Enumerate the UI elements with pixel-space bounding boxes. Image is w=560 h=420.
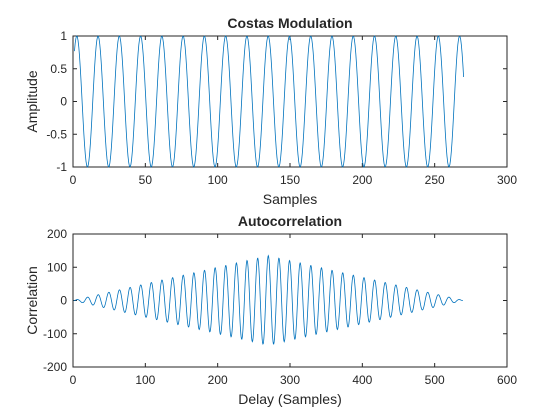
x-tick-label: 100	[208, 173, 228, 187]
plot-frame	[72, 233, 508, 368]
plot-frame	[72, 35, 508, 168]
y-tick-label: 100	[47, 260, 67, 274]
x-tick-label: 0	[70, 173, 77, 187]
y-axis-ticks: -1 -0.5 0 0.5 1	[46, 29, 507, 174]
y-tick-label: 0.5	[50, 62, 67, 76]
x-axis-label: Delay (Samples)	[238, 391, 341, 407]
x-tick-label: 500	[425, 373, 445, 387]
y-tick-label: -1	[56, 160, 67, 174]
x-axis-ticks: 0 100 200 300 400 500 600	[70, 234, 517, 387]
y-tick-label: -100	[43, 327, 67, 341]
y-axis-label: Correlation	[24, 266, 40, 334]
x-axis-label: Samples	[263, 191, 317, 207]
x-tick-label: 200	[352, 173, 372, 187]
x-tick-label: 0	[70, 373, 77, 387]
autocorrelation-plot: 0 100 200 300 400 500 600 -200 -100 0 100 200 Auto…	[24, 213, 517, 407]
y-tick-label: -200	[43, 360, 67, 374]
plot-title: Costas Modulation	[227, 15, 352, 31]
y-tick-label: 200	[47, 227, 67, 241]
y-tick-label: -0.5	[46, 127, 67, 141]
y-axis-label: Amplitude	[24, 70, 40, 132]
x-tick-label: 300	[280, 373, 300, 387]
costas-modulation-plot: 0 50 100 150 200 250 300 -1 -0.5 0 0.5 1 Costas Mo…	[24, 15, 517, 207]
y-tick-label: 0	[60, 95, 67, 109]
x-tick-label: 100	[135, 373, 155, 387]
plot-title: Autocorrelation	[238, 213, 342, 229]
autocorrelation-line	[73, 254, 463, 345]
x-tick-label: 400	[352, 373, 372, 387]
modulation-signal-line	[74, 35, 464, 168]
x-axis-ticks: 0 50 100 150 200 250 300	[70, 36, 517, 187]
x-tick-label: 250	[425, 173, 445, 187]
x-tick-label: 300	[497, 173, 517, 187]
y-tick-label: 1	[60, 29, 67, 43]
x-tick-label: 150	[280, 173, 300, 187]
x-tick-label: 600	[497, 373, 517, 387]
y-axis-ticks: -200 -100 0 100 200	[43, 227, 507, 374]
y-tick-label: 0	[60, 294, 67, 308]
x-tick-label: 50	[139, 173, 153, 187]
x-tick-label: 200	[208, 373, 228, 387]
